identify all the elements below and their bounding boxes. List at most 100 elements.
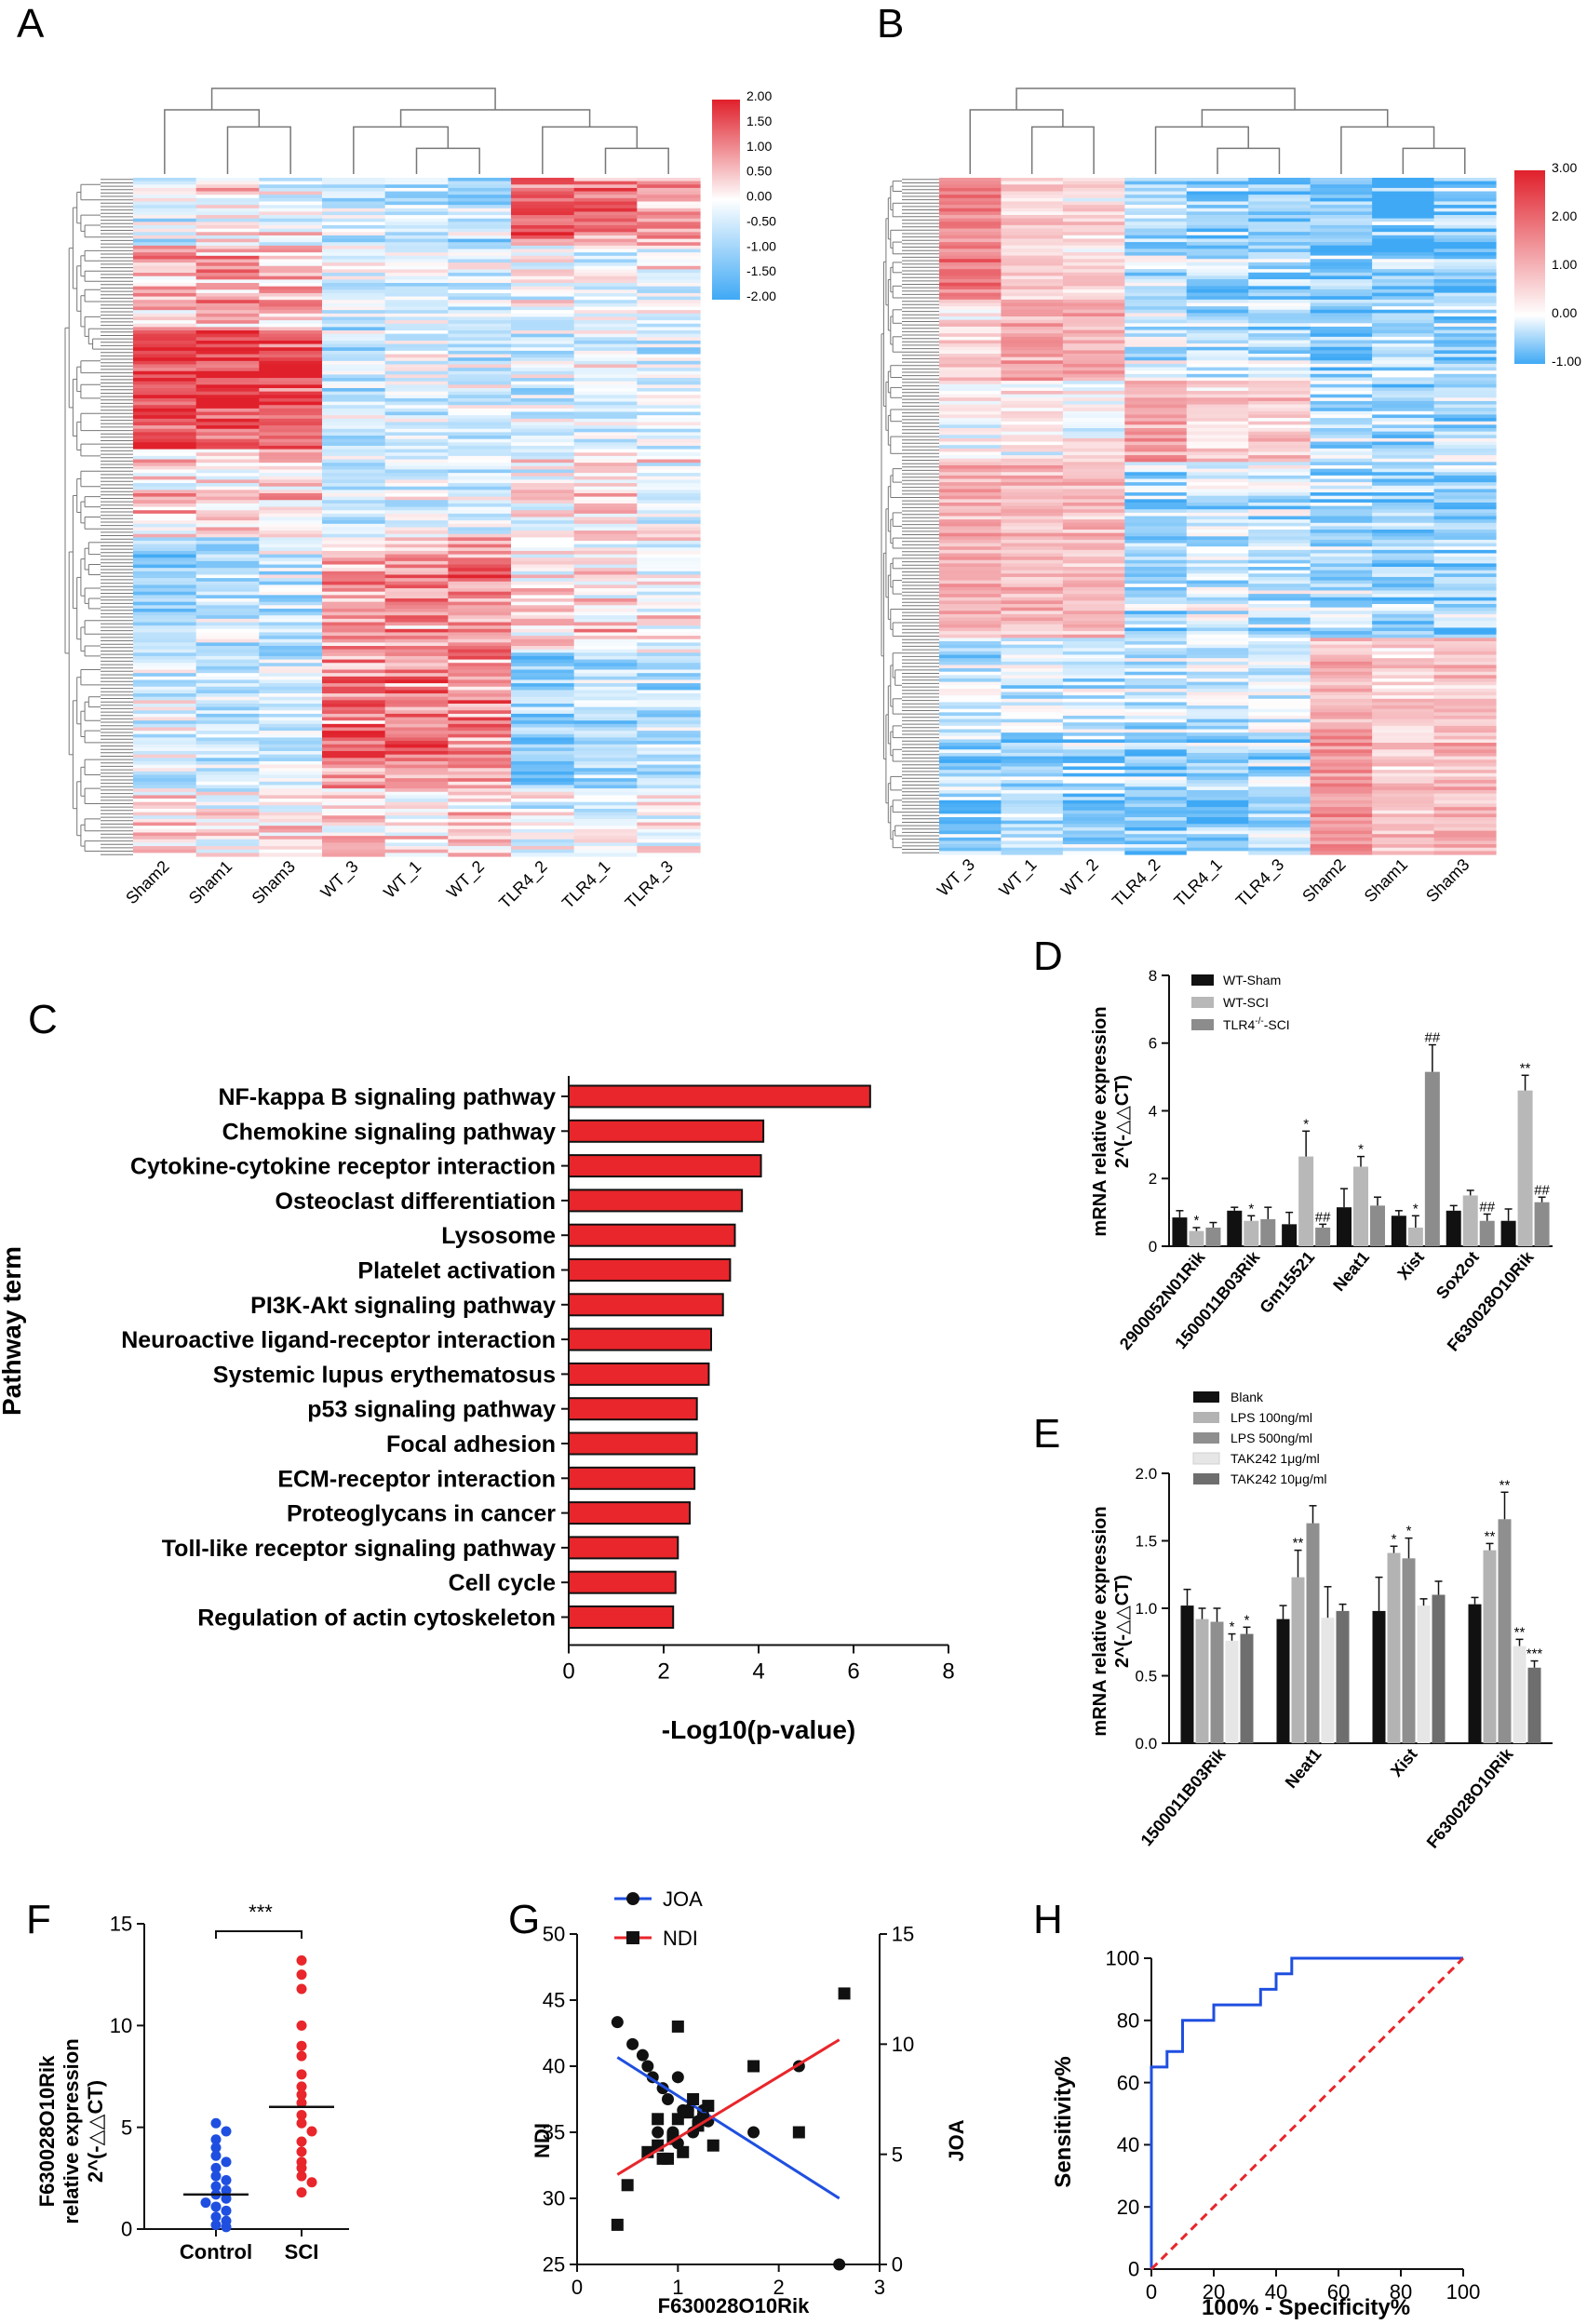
heatmap-cell	[1062, 458, 1125, 463]
heatmap-cell	[448, 191, 512, 195]
heatmap-cell	[322, 815, 386, 820]
heatmap-cell	[939, 543, 1002, 547]
heatmap-cell	[511, 544, 575, 548]
heatmap-cell	[637, 737, 701, 742]
heatmap-cell	[1372, 482, 1435, 487]
heatmap-cell	[133, 828, 197, 834]
heatmap-cell	[448, 337, 512, 342]
heatmap-cell	[1248, 462, 1311, 466]
heatmap-cell	[1124, 410, 1188, 416]
heatmap-cell	[939, 559, 1002, 564]
heatmap-cell	[511, 360, 575, 366]
heatmap-cell	[573, 669, 638, 674]
data-point	[200, 2197, 211, 2209]
heatmap-cell	[1310, 356, 1373, 361]
heatmap-cell	[1001, 377, 1064, 382]
heatmap-cell	[637, 723, 701, 729]
heatmap-cell	[1124, 570, 1188, 574]
heatmap-cell	[637, 663, 701, 667]
heatmap-cell	[1124, 519, 1188, 524]
heatmap-cell	[259, 700, 323, 705]
significance-mark: **	[1293, 1536, 1304, 1552]
heatmap-cell	[511, 632, 575, 637]
heatmap-cell	[1248, 789, 1311, 795]
heatmap-cell	[1372, 776, 1435, 781]
heatmap-cell	[133, 337, 197, 342]
data-point	[296, 2097, 307, 2108]
heatmap-cell	[1372, 184, 1435, 189]
heatmap-cell	[195, 568, 260, 572]
heatmap-cell	[1310, 289, 1373, 294]
heatmap-cell	[1186, 367, 1249, 371]
heatmap-cell	[1001, 468, 1064, 473]
heatmap-cell	[511, 595, 575, 599]
heatmap-cell	[259, 463, 323, 467]
heatmap-cell	[448, 391, 512, 396]
heatmap-cell	[1433, 519, 1497, 524]
heatmap-cell	[259, 781, 323, 786]
heatmap-cell	[511, 799, 575, 803]
heatmap-cell	[1248, 414, 1311, 419]
heatmap-cell	[384, 330, 449, 335]
heatmap-cell	[1062, 316, 1125, 321]
heatmap-cell	[259, 425, 323, 430]
heatmap-cell	[1248, 644, 1311, 649]
heatmap-cell	[1062, 715, 1125, 720]
bar	[1391, 1216, 1406, 1246]
heatmap-cell	[133, 822, 197, 826]
heatmap-cell	[637, 584, 701, 589]
heatmap-cell	[637, 690, 701, 694]
heatmap-cell	[384, 564, 449, 569]
heatmap-cell	[195, 533, 260, 538]
heatmap-cell	[384, 846, 449, 851]
heatmap-cell	[1248, 408, 1311, 412]
heatmap-cell	[1001, 817, 1064, 822]
heatmap-cell	[1433, 509, 1497, 514]
heatmap-cell	[1310, 526, 1373, 531]
heatmap-cell	[573, 611, 638, 616]
heatmap-cell	[1124, 512, 1188, 517]
heatmap-cell	[1248, 837, 1311, 842]
heatmap-cell	[259, 846, 323, 851]
heatmap-cell	[384, 537, 449, 542]
heatmap-cell	[384, 693, 449, 698]
heatmap-cell	[511, 354, 575, 358]
heatmap-cell	[322, 836, 386, 840]
heatmap-cell	[511, 197, 575, 203]
heatmap-cell	[1372, 512, 1435, 517]
heatmap-cell	[637, 547, 701, 552]
heatmap-cell	[448, 696, 512, 701]
heatmap-cell	[195, 364, 260, 369]
heatmap-cell	[1001, 665, 1064, 669]
heatmap-cell	[511, 751, 575, 756]
heatmap-cell	[1062, 584, 1125, 588]
heatmap-cell	[637, 211, 701, 216]
heatmap-cell	[1124, 600, 1188, 605]
heatmap-cell	[1186, 323, 1249, 328]
heatmap-cell	[1001, 539, 1064, 544]
heatmap-cell	[1062, 678, 1125, 683]
heatmap-cell	[1372, 590, 1435, 595]
heatmap-cell	[637, 218, 701, 222]
heatmap-cell	[1248, 840, 1311, 845]
heatmap-cell	[939, 373, 1002, 379]
heatmap-cell	[322, 442, 386, 447]
heatmap-cell	[1001, 340, 1064, 344]
heatmap-cell	[322, 615, 386, 620]
heatmap-cell	[1310, 363, 1373, 369]
heatmap-cell	[573, 333, 638, 338]
heatmap-cell	[133, 191, 197, 195]
legend-swatch	[1193, 1432, 1219, 1444]
heatmap-cell	[511, 408, 575, 413]
heatmap-cell	[1124, 532, 1188, 537]
heatmap-cell	[1433, 634, 1497, 638]
heatmap-cell	[1001, 441, 1064, 446]
heatmap-cell	[322, 289, 386, 294]
heatmap-cell	[1433, 678, 1497, 683]
heatmap-cell	[1062, 661, 1125, 666]
heatmap-cell	[259, 832, 323, 837]
heatmap-cell	[1186, 607, 1249, 611]
heatmap-cell	[573, 228, 638, 233]
heatmap-cell	[195, 476, 260, 481]
heatmap-cell	[637, 788, 701, 793]
